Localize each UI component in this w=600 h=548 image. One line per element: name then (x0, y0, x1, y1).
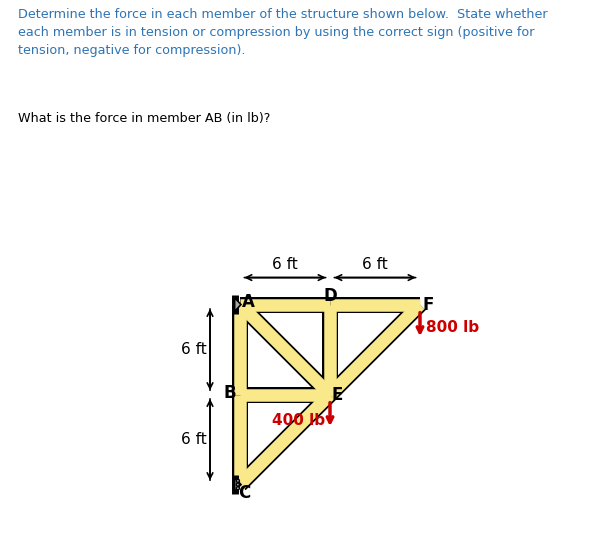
Text: C: C (238, 484, 250, 502)
Text: D: D (323, 287, 337, 305)
Text: What is the force in member AB (in lb)?: What is the force in member AB (in lb)? (18, 112, 271, 125)
Text: B: B (224, 384, 236, 402)
Text: 800 lb: 800 lb (426, 319, 479, 335)
Text: 6 ft: 6 ft (272, 258, 298, 272)
Polygon shape (235, 298, 241, 311)
Text: 6 ft: 6 ft (181, 342, 207, 357)
Polygon shape (235, 478, 241, 492)
Text: A: A (242, 293, 254, 311)
Circle shape (236, 480, 239, 482)
Text: F: F (422, 295, 434, 313)
Text: 400 lb: 400 lb (272, 413, 326, 427)
Text: 6 ft: 6 ft (362, 258, 388, 272)
Text: Determine the force in each member of the structure shown below.  State whether
: Determine the force in each member of th… (18, 8, 548, 57)
Circle shape (236, 483, 239, 486)
Text: 6 ft: 6 ft (181, 432, 207, 447)
Text: E: E (331, 386, 343, 403)
Circle shape (236, 487, 239, 490)
